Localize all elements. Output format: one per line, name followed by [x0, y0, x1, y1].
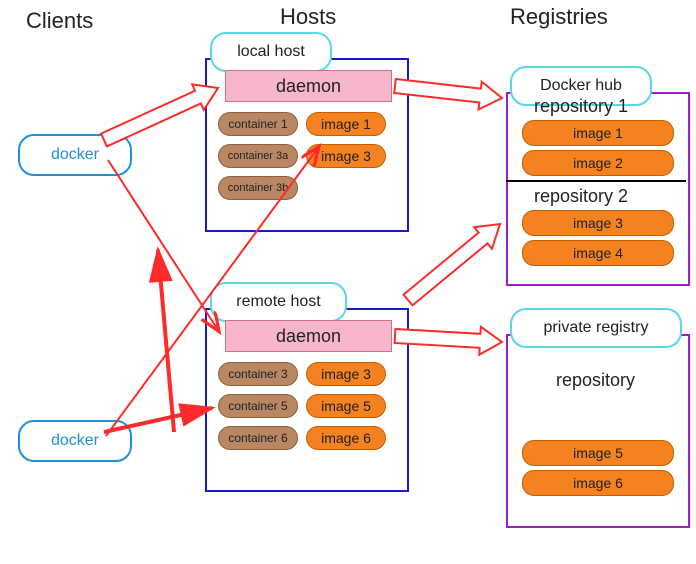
client-docker-bottom: docker — [18, 420, 132, 462]
heading-hosts: Hosts — [280, 4, 336, 30]
remote-image-6: image 6 — [306, 426, 386, 450]
remote-container-3: container 3 — [218, 362, 298, 386]
client-docker-top: docker — [18, 134, 132, 176]
priv-image-6: image 6 — [522, 470, 674, 496]
local-image-3: image 3 — [306, 144, 386, 168]
local-daemon: daemon — [225, 70, 392, 102]
remote-host-label: remote host — [210, 282, 347, 322]
private-registry-box — [506, 334, 690, 528]
hub-image-4: image 4 — [522, 240, 674, 266]
hub-repo2-label: repository 2 — [534, 186, 628, 207]
remote-image-3: image 3 — [306, 362, 386, 386]
priv-image-5: image 5 — [522, 440, 674, 466]
local-container-1: container 1 — [218, 112, 298, 136]
local-container-3a: container 3a — [218, 144, 298, 168]
hub-image-2: image 2 — [522, 150, 674, 176]
heading-clients: Clients — [26, 8, 93, 34]
local-container-3b: container 3b — [218, 176, 298, 200]
hub-image-1: image 1 — [522, 120, 674, 146]
private-registry-label: private registry — [510, 308, 682, 348]
remote-container-6: container 6 — [218, 426, 298, 450]
heading-registries: Registries — [510, 4, 608, 30]
hub-image-3: image 3 — [522, 210, 674, 236]
local-image-1: image 1 — [306, 112, 386, 136]
remote-container-5: container 5 — [218, 394, 298, 418]
local-host-label: local host — [210, 32, 332, 72]
hub-divider — [506, 180, 686, 182]
remote-daemon: daemon — [225, 320, 392, 352]
priv-repo-label: repository — [556, 370, 635, 391]
hub-repo1-label: repository 1 — [534, 96, 628, 117]
remote-image-5: image 5 — [306, 394, 386, 418]
